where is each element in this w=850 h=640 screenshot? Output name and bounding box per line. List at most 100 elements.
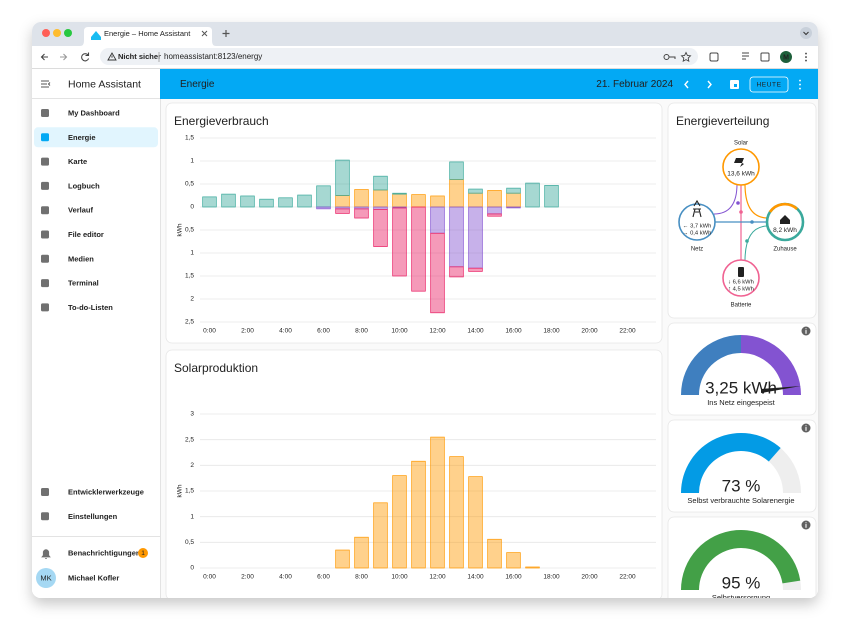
tab-search-icon xyxy=(803,31,809,36)
bar xyxy=(430,436,445,569)
nav-reload[interactable] xyxy=(81,52,90,62)
card xyxy=(667,102,817,319)
nav-item[interactable]: File editor xyxy=(68,230,104,239)
prev-day[interactable] xyxy=(684,80,689,89)
warning-icon xyxy=(107,52,117,61)
nav-icon[interactable] xyxy=(41,206,49,215)
gauge-name: Ins Netz eingespeist xyxy=(707,398,775,407)
card-title: Solarproduktion xyxy=(174,361,258,375)
gauge-name: Selbst verbrauchte Solarenergie xyxy=(687,496,794,505)
nav-item[interactable]: Einstellungen xyxy=(68,512,118,521)
bar xyxy=(411,460,426,569)
card xyxy=(165,349,663,598)
nav-icon[interactable] xyxy=(41,279,49,288)
bar xyxy=(506,192,521,208)
bar xyxy=(354,208,369,219)
nav-back[interactable] xyxy=(40,53,49,61)
nav-item[interactable]: Karte xyxy=(68,157,87,166)
nav-icon[interactable] xyxy=(41,512,49,521)
bar xyxy=(373,502,388,569)
nav-icon[interactable] xyxy=(41,230,49,239)
sidebar-toggle[interactable] xyxy=(41,80,51,88)
tab-close[interactable] xyxy=(201,30,208,37)
x-tick-label: 8:00 xyxy=(355,574,368,581)
bar xyxy=(506,187,521,194)
bell-icon[interactable] xyxy=(41,549,51,559)
y-axis-label: kWh xyxy=(177,223,184,236)
nav-item[interactable]: Logbuch xyxy=(68,181,100,190)
x-tick-label: 0:00 xyxy=(203,574,216,581)
card xyxy=(667,322,817,416)
y-tick-label: 1,5 xyxy=(185,135,194,142)
address-bar[interactable] xyxy=(100,48,698,65)
window-button[interactable] xyxy=(42,29,50,37)
app-header xyxy=(160,69,818,99)
nav-icon[interactable] xyxy=(41,109,49,117)
y-tick-label: 1,5 xyxy=(185,273,194,280)
grid-from: ← 3,7 kWh xyxy=(683,224,712,230)
nav-item[interactable]: Entwicklerwerkzeuge xyxy=(68,487,144,496)
user-avatar[interactable] xyxy=(36,568,56,588)
active-tab[interactable] xyxy=(80,27,216,46)
bar xyxy=(449,456,464,569)
gauge-value xyxy=(681,530,801,590)
bar xyxy=(335,208,350,214)
nav-item[interactable]: My Dashboard xyxy=(68,108,120,117)
window: Energie – Home Assistant Nicht sicher home… xyxy=(32,22,818,602)
profile-avatar[interactable] xyxy=(780,51,792,63)
bar xyxy=(506,206,521,209)
extensions-icon[interactable] xyxy=(709,52,719,62)
battery-label: Batterie xyxy=(731,303,752,309)
x-tick-label: 2:00 xyxy=(241,574,254,581)
star-icon[interactable] xyxy=(680,51,692,62)
nav-icon[interactable] xyxy=(41,157,49,166)
nav-item[interactable]: To-do-Listen xyxy=(68,303,113,312)
nav-item[interactable]: Energie xyxy=(68,133,96,142)
bar xyxy=(354,536,369,569)
nav-icon[interactable] xyxy=(41,303,49,312)
sidebar xyxy=(32,69,160,598)
bar xyxy=(525,182,540,208)
bar xyxy=(202,196,217,208)
sidebar-title: Home Assistant xyxy=(68,78,141,90)
bar xyxy=(468,206,483,269)
x-tick-label: 16:00 xyxy=(505,574,522,581)
x-tick-label: 6:00 xyxy=(317,328,330,335)
window-button[interactable] xyxy=(53,29,61,37)
nav-icon[interactable] xyxy=(41,181,49,190)
new-tab[interactable] xyxy=(222,30,230,37)
sidepanel-icon[interactable] xyxy=(760,52,770,62)
flow-solar-grid xyxy=(713,183,738,215)
media-icon[interactable] xyxy=(742,52,749,60)
x-tick-label: 22:00 xyxy=(619,328,636,335)
bar xyxy=(506,552,521,569)
card xyxy=(165,102,663,344)
bar xyxy=(468,192,483,208)
bar xyxy=(449,266,464,278)
nav-forward[interactable] xyxy=(60,53,68,61)
x-tick-label: 18:00 xyxy=(543,574,560,581)
window-button[interactable] xyxy=(64,29,72,37)
notification-badge xyxy=(138,548,148,558)
gauge-name: Selbstversorgung xyxy=(712,593,770,602)
nav-item[interactable]: Verlauf xyxy=(68,206,94,215)
nav-icon[interactable] xyxy=(41,488,49,496)
gauge-value-label: 3,25 kWh xyxy=(705,378,777,397)
key-icon[interactable] xyxy=(663,54,676,60)
tab-search[interactable] xyxy=(800,27,812,39)
notifications[interactable]: Benachrichtigungen xyxy=(68,548,141,557)
calendar-icon-inner xyxy=(734,84,737,87)
bar xyxy=(240,195,255,208)
today-button[interactable] xyxy=(749,76,789,93)
nav-item[interactable]: Medien xyxy=(68,254,94,263)
nav-item[interactable]: Terminal xyxy=(68,279,99,288)
bar xyxy=(316,185,331,208)
nav-icon[interactable] xyxy=(41,133,49,142)
nav-icon[interactable] xyxy=(41,254,49,263)
grid-to: → 0,4 kWh xyxy=(683,231,712,237)
x-tick-label: 20:00 xyxy=(581,574,598,581)
flow-battery-home xyxy=(744,225,769,262)
tab-title: Energie – Home Assistant xyxy=(104,29,191,38)
next-day[interactable] xyxy=(707,80,712,89)
bar xyxy=(392,475,407,569)
